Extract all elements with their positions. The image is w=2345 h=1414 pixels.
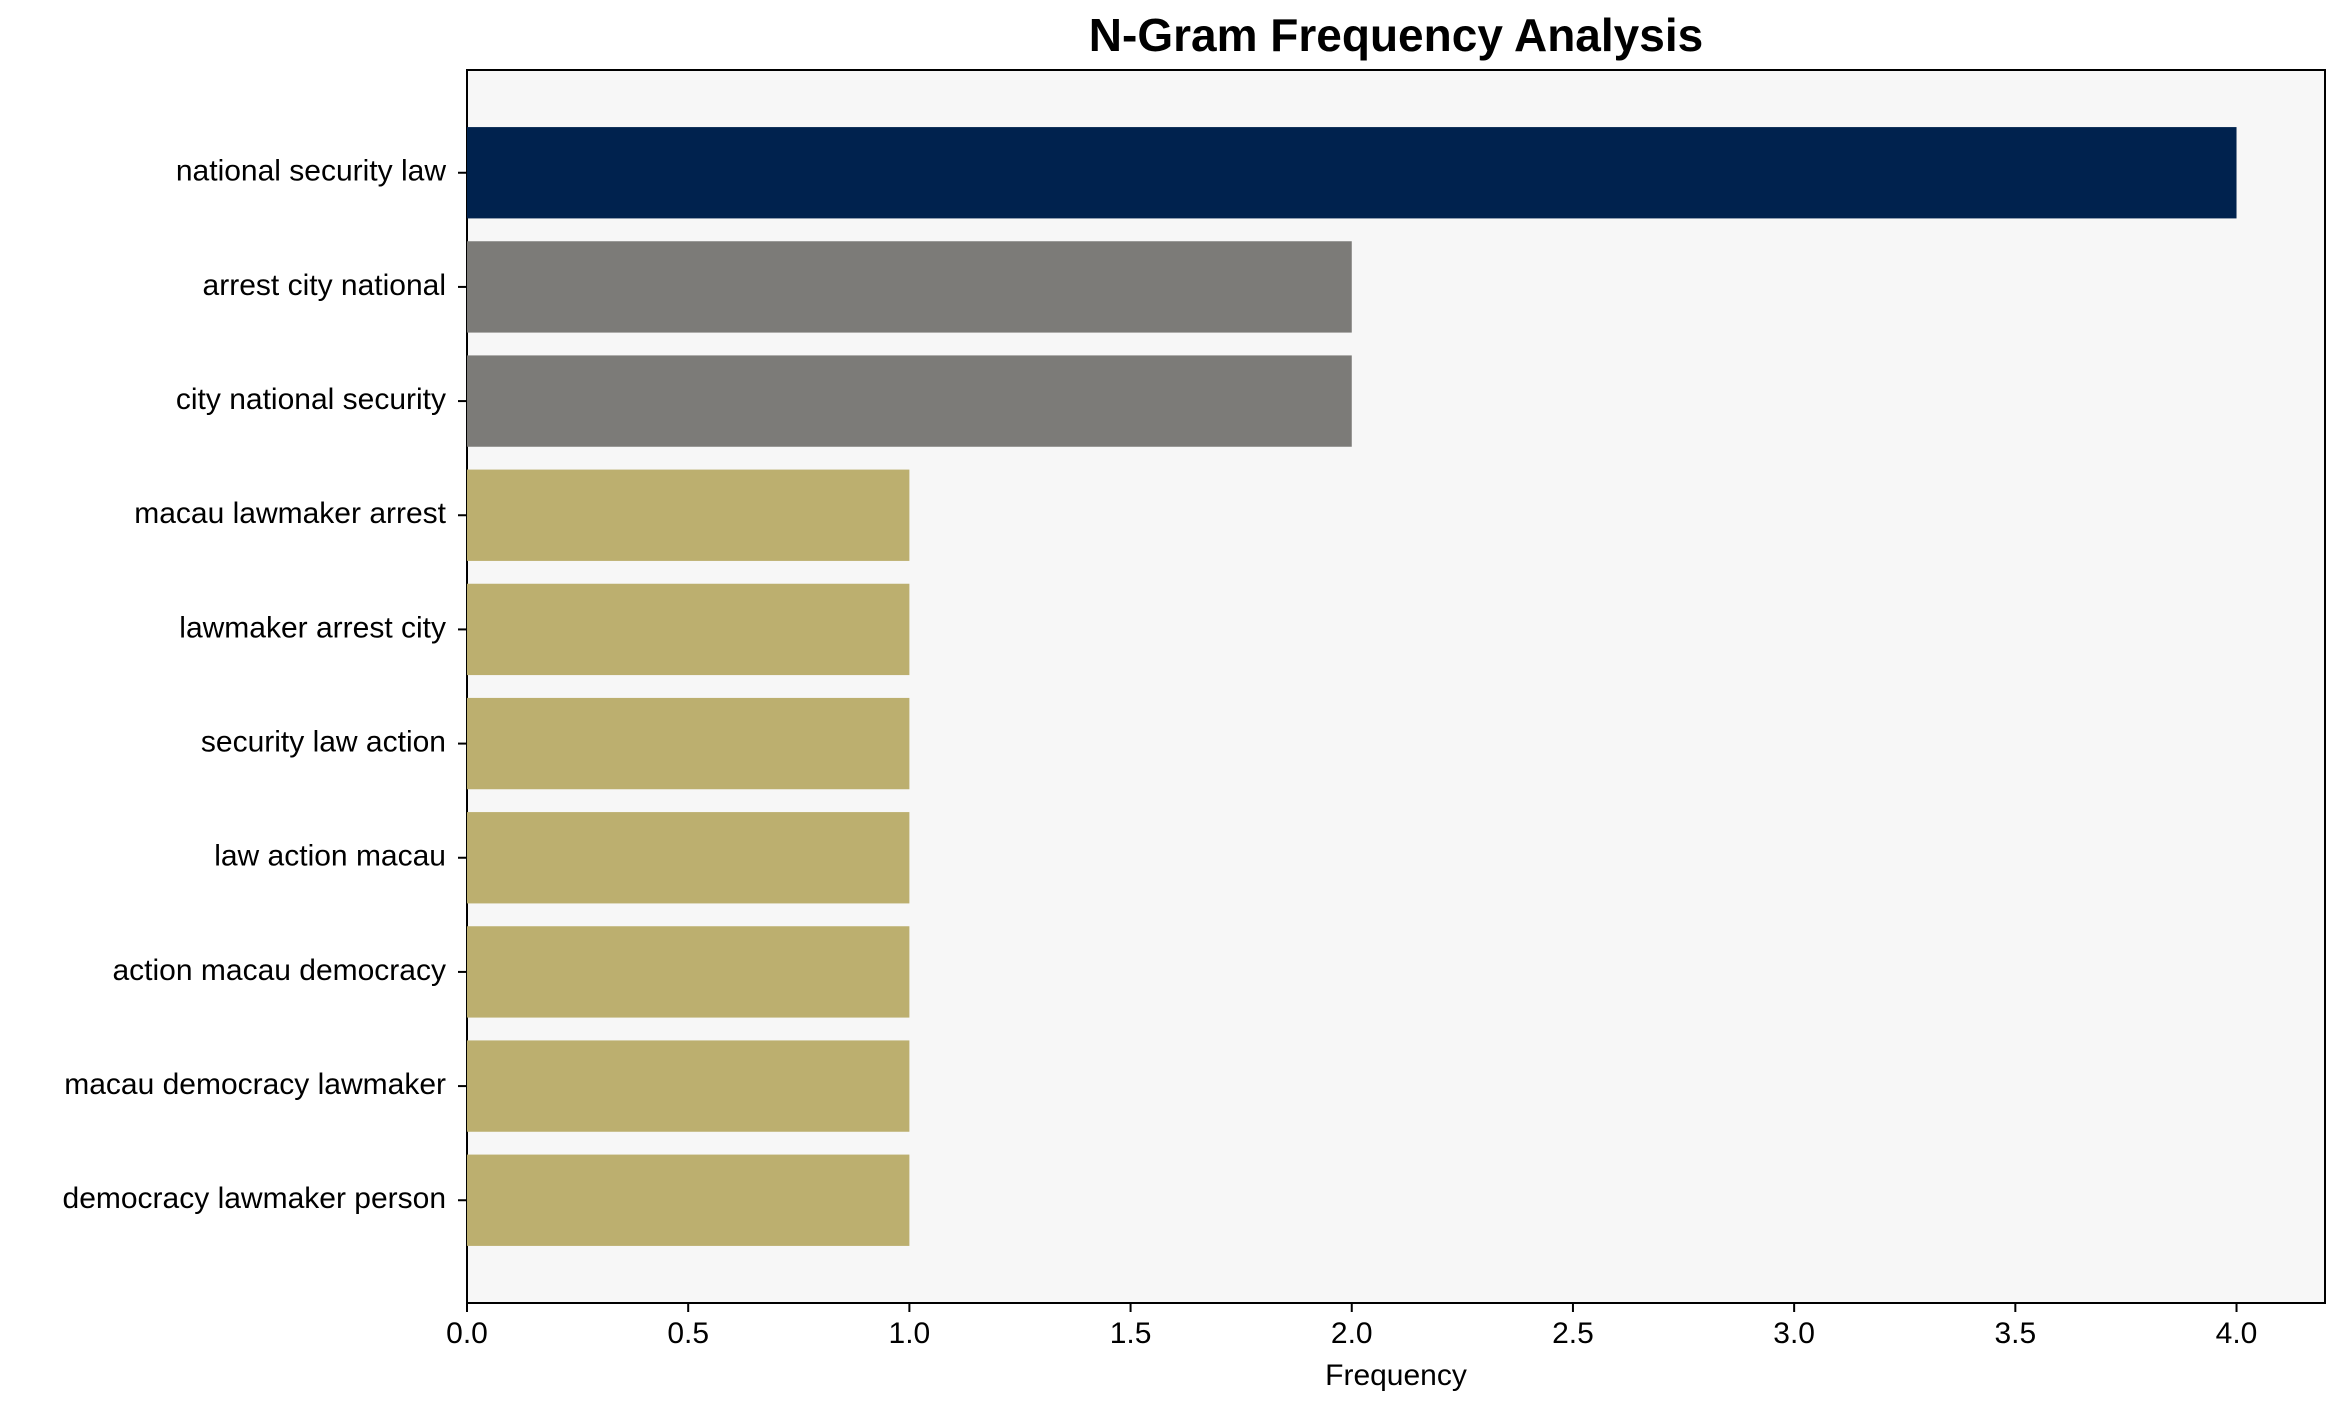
x-tick-label: 3.5: [1994, 1317, 2036, 1350]
bar: [467, 469, 910, 561]
bar: [467, 355, 1352, 447]
bar: [467, 127, 2237, 219]
y-tick-label: action macau democracy: [113, 954, 447, 987]
x-tick-label: 1.5: [1110, 1317, 1152, 1350]
x-tick-label: 1.0: [889, 1317, 931, 1350]
y-tick-label: security law action: [201, 726, 446, 759]
chart-title: N-Gram Frequency Analysis: [1089, 9, 1703, 61]
y-tick-label: arrest city national: [203, 269, 446, 302]
x-tick-label: 4.0: [2216, 1317, 2258, 1350]
y-tick-label: macau democracy lawmaker: [64, 1068, 446, 1101]
y-tick-label: democracy lawmaker person: [63, 1182, 446, 1215]
x-axis-label: Frequency: [1325, 1359, 1467, 1392]
x-tick-label: 0.5: [667, 1317, 709, 1350]
bar: [467, 697, 910, 790]
bar: [467, 1040, 910, 1132]
bar: [467, 241, 1352, 333]
y-tick-label: macau lawmaker arrest: [134, 497, 446, 530]
y-tick-label: law action macau: [214, 840, 446, 873]
bar: [467, 583, 910, 676]
x-tick-label: 0.0: [446, 1317, 488, 1350]
y-tick-label: city national security: [176, 383, 446, 416]
x-tick-label: 2.0: [1331, 1317, 1373, 1350]
bar: [467, 926, 910, 1018]
y-tick-label: national security law: [176, 155, 446, 188]
y-tick-label: lawmaker arrest city: [179, 611, 446, 644]
bar: [467, 812, 910, 904]
x-tick-label: 3.0: [1773, 1317, 1815, 1350]
bar: [467, 1154, 910, 1246]
x-tick-label: 2.5: [1552, 1317, 1594, 1350]
